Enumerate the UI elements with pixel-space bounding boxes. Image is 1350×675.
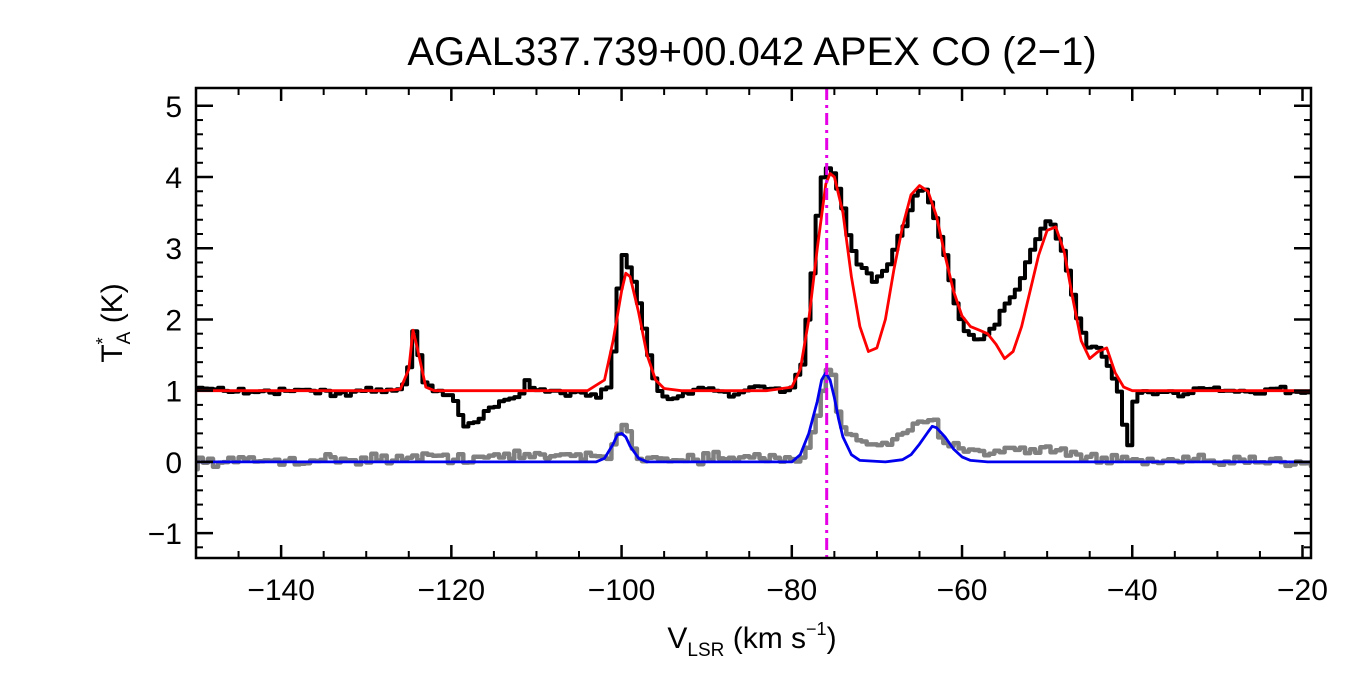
series-line-0 [196,166,1311,448]
y-tick-label: −1 [148,518,182,551]
x-tick-label: −40 [1107,574,1158,607]
y-tick-label: 3 [165,233,182,266]
series-line-3 [196,371,1311,464]
series-line-2 [196,367,1311,472]
x-axis-label: VLSR (km s−1) [667,619,836,661]
x-axis-label-sub: LSR [687,640,724,661]
y-tick-label: 1 [165,376,182,409]
series-line-1 [196,172,1311,393]
y-axis-label-units: (K) [96,283,129,331]
x-tick-label: −120 [418,574,486,607]
y-axis-label: T*A (K) [93,283,135,362]
y-axis-label-main: T [96,344,129,362]
x-tick-label: −140 [247,574,315,607]
y-axis-label-sub: A [114,331,135,344]
x-tick-label: −60 [937,574,988,607]
x-tick-label: −100 [588,574,656,607]
y-tick-label: 4 [165,162,182,195]
plot-frame [194,86,1313,560]
x-axis-label-sup: −1 [806,619,827,639]
x-axis-label-units: (km s [724,622,806,655]
ticks-layer: −140 −120 −100 −80 −60 −40 −20 −1 0 1 2 3 4 5 [148,88,1328,607]
y-axis-label-sup: * [93,337,113,344]
x-tick-label: −80 [766,574,817,607]
series-layer [196,88,1311,558]
y-tick-label: 5 [165,91,182,124]
x-axis-label-close: ) [827,622,837,655]
x-tick-label: −20 [1277,574,1328,607]
y-tick-label: 0 [165,447,182,480]
x-axis-label-main: V [667,622,687,655]
y-tick-label: 2 [165,304,182,337]
chart-title: AGAL337.739+00.042 APEX CO (2−1) [407,30,1096,74]
